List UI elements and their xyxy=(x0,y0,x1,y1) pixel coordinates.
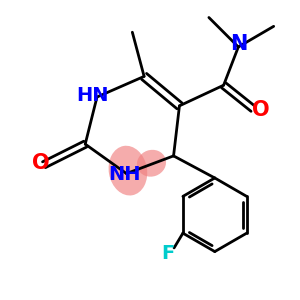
Text: O: O xyxy=(32,153,50,173)
Text: NH: NH xyxy=(109,165,141,184)
Text: O: O xyxy=(252,100,269,120)
Text: F: F xyxy=(162,244,175,263)
Ellipse shape xyxy=(137,150,166,177)
Text: HN: HN xyxy=(76,86,109,105)
Ellipse shape xyxy=(109,146,147,196)
Text: N: N xyxy=(230,34,247,54)
